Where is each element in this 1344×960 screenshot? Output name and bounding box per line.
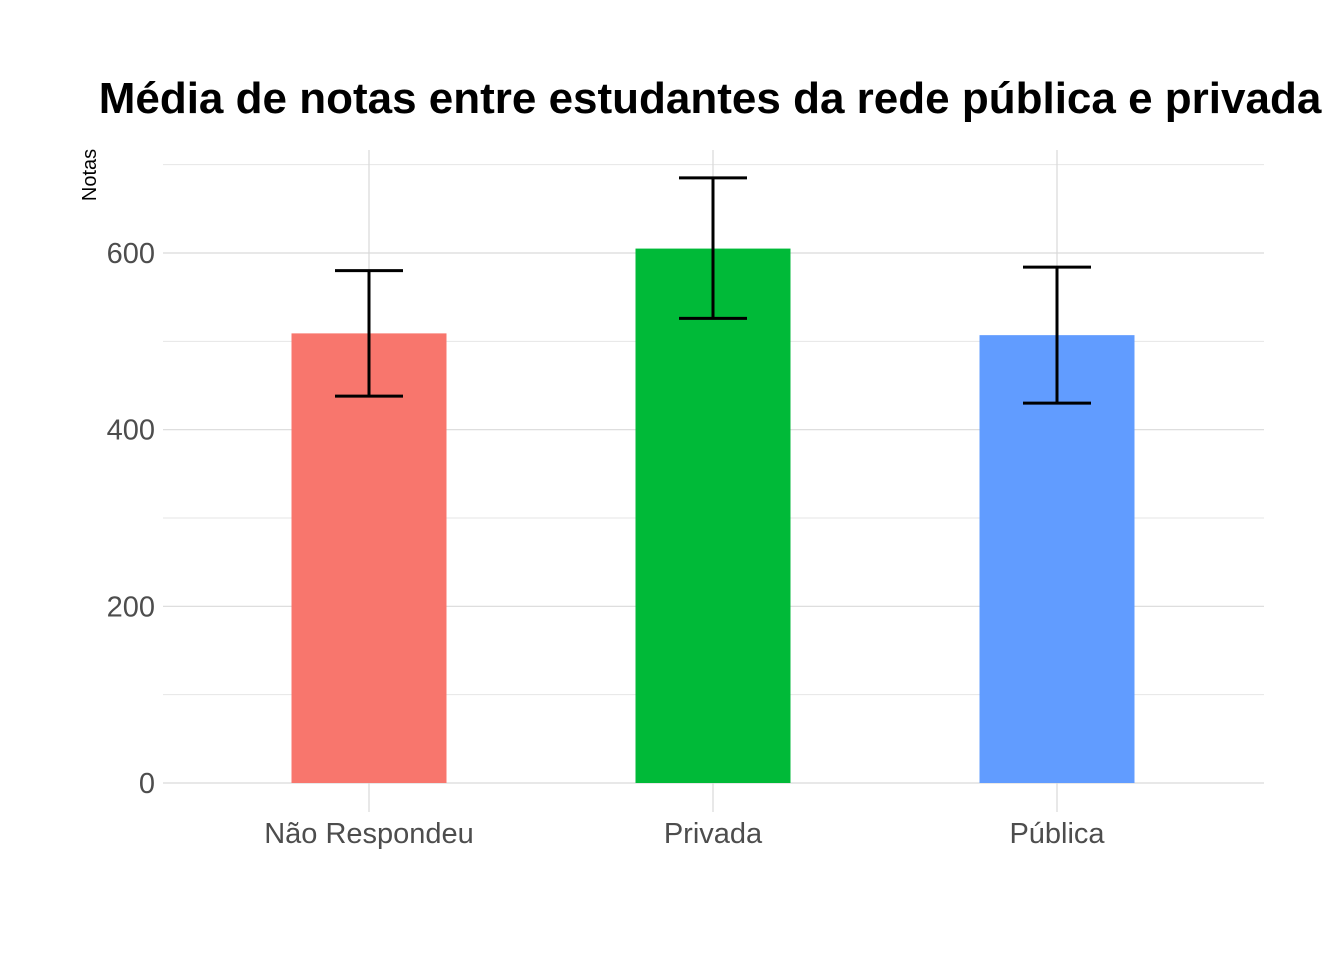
chart-title: Média de notas entre estudantes da rede …: [99, 74, 1322, 123]
x-tick-label: Não Respondeu: [264, 818, 474, 850]
x-tick-label: Privada: [664, 818, 763, 850]
bar-privada: [635, 248, 791, 784]
bar-n-o-respondeu: [291, 333, 447, 783]
y-axis-label: Notas: [79, 149, 101, 201]
y-tick-label: 200: [107, 591, 155, 623]
label-layer: 0 200 400 600 Não Respondeu Privada Pública: [107, 238, 1106, 850]
x-tick-label: Pública: [1009, 818, 1105, 850]
errorbar-layer: [335, 176, 1091, 405]
bar-layer: [291, 248, 1135, 784]
bar-p-blica: [979, 335, 1135, 783]
y-tick-label: 600: [107, 238, 155, 270]
y-tick-label: 400: [107, 415, 155, 447]
y-tick-label: 0: [139, 768, 155, 800]
